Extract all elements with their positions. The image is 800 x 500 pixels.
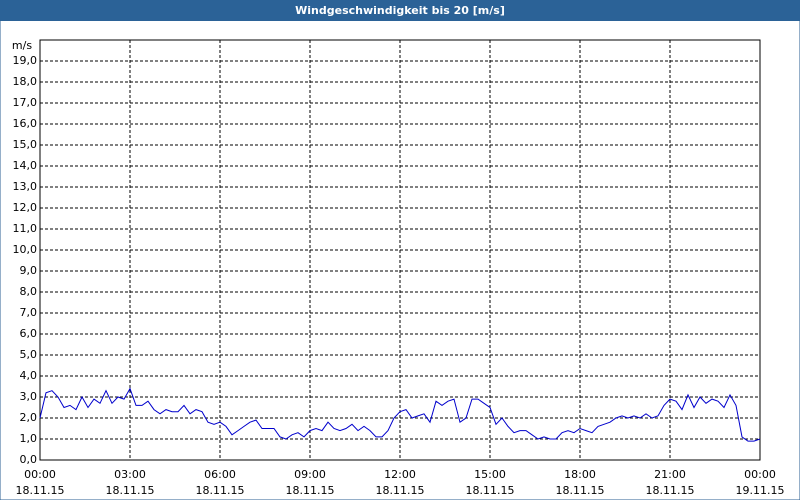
- x-tick-label: 15:00: [474, 468, 506, 481]
- x-tick-date: 19.11.15: [736, 484, 785, 497]
- y-tick-label: 14,0: [13, 159, 38, 172]
- x-tick-date: 18.11.15: [556, 484, 605, 497]
- x-tick-date: 18.11.15: [646, 484, 695, 497]
- y-tick-label: 3,0: [20, 390, 38, 403]
- x-tick-date: 18.11.15: [376, 484, 425, 497]
- data-line: [39, 387, 761, 442]
- x-tick-label: 21:00: [654, 468, 686, 481]
- y-axis-label: m/s: [12, 39, 32, 52]
- x-tick-label: 09:00: [294, 468, 326, 481]
- x-tick-date: 18.11.15: [106, 484, 155, 497]
- y-tick-label: 1,0: [20, 432, 38, 445]
- x-tick-label: 03:00: [114, 468, 146, 481]
- chart-title: Windgeschwindigkeit bis 20 [m/s]: [295, 4, 505, 17]
- x-tick-date: 18.11.15: [466, 484, 515, 497]
- x-tick-label: 06:00: [204, 468, 236, 481]
- y-tick-label: 18,0: [13, 75, 38, 88]
- y-tick-label: 5,0: [20, 348, 38, 361]
- y-tick-label: 10,0: [13, 243, 38, 256]
- y-tick-label: 4,0: [20, 369, 38, 382]
- x-tick-label: 00:00: [24, 468, 56, 481]
- x-tick-label: 12:00: [384, 468, 416, 481]
- x-tick-label: 18:00: [564, 468, 596, 481]
- y-tick-label: 16,0: [13, 117, 38, 130]
- y-tick-label: 7,0: [20, 306, 38, 319]
- x-tick-date: 18.11.15: [196, 484, 245, 497]
- y-tick-label: 12,0: [13, 201, 38, 214]
- y-tick-label: 9,0: [20, 264, 38, 277]
- y-tick-label: 17,0: [13, 96, 38, 109]
- y-tick-label: 15,0: [13, 138, 38, 151]
- y-tick-label: 8,0: [20, 285, 38, 298]
- y-tick-label: 19,0: [13, 54, 38, 67]
- y-tick-label: 2,0: [20, 411, 38, 424]
- plot-frame: [39, 39, 761, 461]
- y-tick-label: 13,0: [13, 180, 38, 193]
- y-tick-label: 6,0: [20, 327, 38, 340]
- y-tick-label: 11,0: [13, 222, 38, 235]
- y-tick-label: 0,0: [20, 453, 38, 466]
- title-bar: [0, 0, 800, 21]
- x-tick-date: 18.11.15: [286, 484, 335, 497]
- x-tick-date: 18.11.15: [16, 484, 65, 497]
- x-tick-label: 00:00: [744, 468, 776, 481]
